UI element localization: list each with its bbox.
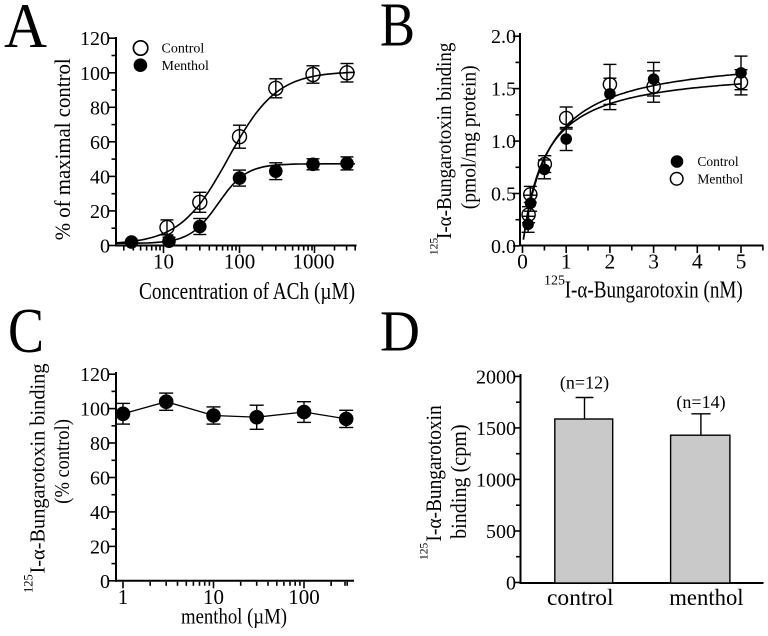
svg-text:120: 120 xyxy=(80,28,110,50)
svg-text:0: 0 xyxy=(100,236,110,258)
svg-text:500: 500 xyxy=(486,521,516,543)
svg-text:(pmol/mg protein): (pmol/mg protein) xyxy=(457,65,481,209)
svg-text:0: 0 xyxy=(100,571,110,593)
svg-text:binding (cpm): binding (cpm) xyxy=(446,424,471,539)
svg-text:I-α-Bungarotoxin: I-α-Bungarotoxin xyxy=(421,405,446,541)
svg-text:100: 100 xyxy=(80,399,110,421)
svg-text:1500: 1500 xyxy=(476,418,516,440)
svg-text:10: 10 xyxy=(203,585,224,609)
svg-text:125: 125 xyxy=(429,238,441,256)
svg-text:C: C xyxy=(8,295,44,366)
svg-text:1.5: 1.5 xyxy=(491,79,516,101)
svg-text:20: 20 xyxy=(90,536,110,558)
svg-text:60: 60 xyxy=(90,468,110,490)
svg-text:80: 80 xyxy=(90,433,110,455)
svg-text:B: B xyxy=(380,0,415,60)
svg-text:4: 4 xyxy=(692,250,703,274)
svg-text:125: 125 xyxy=(419,543,431,561)
svg-text:(% control): (% control) xyxy=(50,419,74,504)
svg-text:menthol (µM): menthol (µM) xyxy=(181,604,287,629)
svg-text:80: 80 xyxy=(90,97,110,119)
svg-text:Control: Control xyxy=(697,154,739,169)
svg-text:2.0: 2.0 xyxy=(491,26,516,48)
svg-text:Control: Control xyxy=(162,42,205,57)
svg-text:0.5: 0.5 xyxy=(491,184,516,206)
svg-text:I-α-Bungarotoxin binding: I-α-Bungarotoxin binding xyxy=(26,363,50,573)
svg-text:125: 125 xyxy=(544,274,565,289)
svg-text:(n=14): (n=14) xyxy=(676,392,725,413)
svg-text:A: A xyxy=(4,0,47,61)
svg-text:3: 3 xyxy=(648,250,659,274)
svg-text:40: 40 xyxy=(90,502,110,524)
svg-text:100: 100 xyxy=(224,250,256,274)
svg-text:0: 0 xyxy=(506,573,516,595)
svg-text:(n=12): (n=12) xyxy=(560,373,609,394)
svg-text:2: 2 xyxy=(605,250,616,274)
svg-text:Menthol: Menthol xyxy=(162,59,210,74)
svg-text:5: 5 xyxy=(736,250,747,274)
svg-text:100: 100 xyxy=(80,63,110,85)
svg-text:125: 125 xyxy=(22,574,36,593)
svg-text:1000: 1000 xyxy=(476,469,516,491)
svg-text:0.0: 0.0 xyxy=(491,236,516,258)
svg-text:I-α-Bungarotoxin binding: I-α-Bungarotoxin binding xyxy=(432,42,456,239)
svg-text:100: 100 xyxy=(288,585,320,609)
svg-text:1000: 1000 xyxy=(293,250,335,274)
svg-text:2000: 2000 xyxy=(476,366,516,388)
svg-text:D: D xyxy=(380,299,420,364)
svg-text:10: 10 xyxy=(153,250,174,274)
svg-text:20: 20 xyxy=(90,201,110,223)
svg-text:0: 0 xyxy=(517,250,528,274)
svg-text:1: 1 xyxy=(561,250,572,274)
svg-text:% of maximal control: % of maximal control xyxy=(50,58,75,240)
svg-text:I-α-Bungarotoxin (nM): I-α-Bungarotoxin (nM) xyxy=(565,278,743,304)
svg-text:120: 120 xyxy=(80,364,110,386)
svg-text:1.0: 1.0 xyxy=(491,131,516,153)
svg-text:control: control xyxy=(547,585,614,610)
svg-text:60: 60 xyxy=(90,132,110,154)
svg-text:Menthol: Menthol xyxy=(697,171,743,186)
svg-text:1: 1 xyxy=(118,585,129,609)
svg-text:40: 40 xyxy=(90,166,110,188)
svg-text:menthol: menthol xyxy=(669,585,743,610)
svg-text:Concentration of ACh (µM): Concentration of ACh (µM) xyxy=(139,279,355,305)
